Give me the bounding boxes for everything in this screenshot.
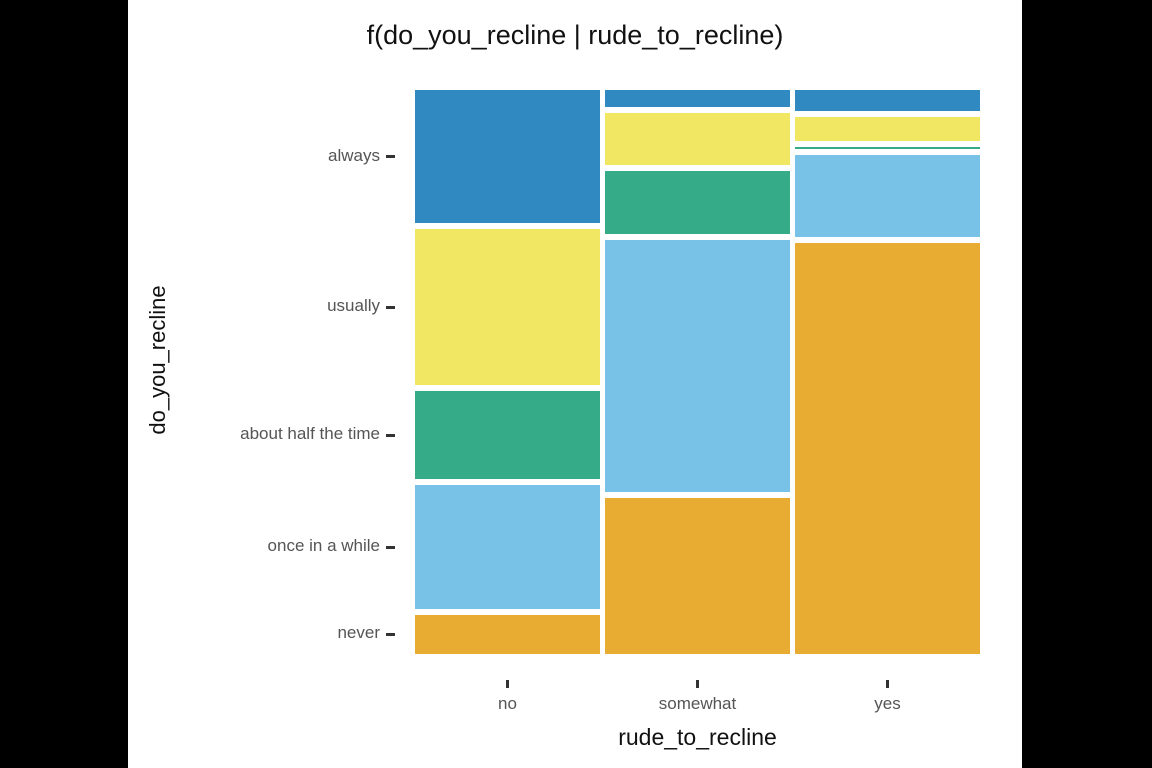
mosaic-tile [795, 90, 980, 112]
y-tick [386, 155, 395, 159]
mosaic-tile [795, 243, 980, 654]
y-axis-tick-label: always [328, 145, 380, 165]
y-tick [386, 632, 395, 636]
mosaic-tile [795, 117, 980, 141]
mosaic-tile [415, 485, 600, 609]
mosaic-tile [415, 229, 600, 386]
y-axis-tick-label: never [337, 623, 380, 643]
mosaic-tile [415, 614, 600, 654]
x-tick [696, 680, 699, 688]
mosaic-tile [415, 391, 600, 480]
x-tick [886, 680, 889, 688]
mosaic-tile [795, 154, 980, 238]
mosaic-tile [795, 146, 980, 149]
y-tick [386, 433, 395, 437]
mosaic-tile [605, 90, 790, 108]
y-axis-tick-label: once in a while [267, 536, 380, 556]
y-axis-tick-label: about half the time [240, 424, 380, 444]
mosaic-tile [605, 171, 790, 235]
x-axis-title: rude_to_recline [618, 724, 777, 750]
x-tick [506, 680, 509, 688]
chart-title: f(do_you_recline | rude_to_recline) [366, 20, 784, 50]
x-axis-tick-label: yes [874, 694, 901, 713]
x-axis-tick-label: no [498, 694, 517, 713]
y-axis-tick-label: usually [327, 296, 380, 316]
y-tick [386, 305, 395, 309]
mosaic-tile [415, 90, 600, 224]
mosaic-tile [605, 113, 790, 166]
plot-figure: f(do_you_recline | rude_to_recline) do_y… [128, 0, 1022, 768]
x-axis-tick-label: somewhat [658, 694, 737, 713]
mosaic-tile [605, 498, 790, 654]
mosaic-tile [605, 240, 790, 493]
y-tick [386, 545, 395, 549]
